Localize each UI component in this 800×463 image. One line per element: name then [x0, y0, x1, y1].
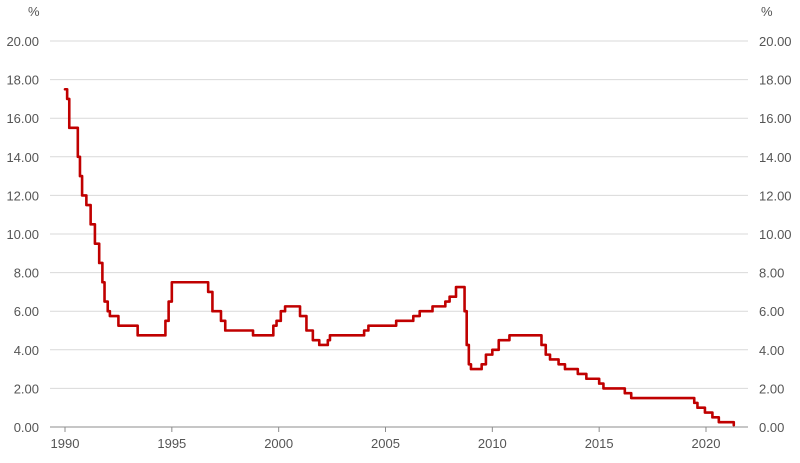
y-tick-label-right: 2.00: [759, 381, 784, 396]
x-tick-label: 2005: [371, 436, 400, 451]
y-tick-label-left: 0.00: [14, 420, 39, 435]
y-tick-label-right: 4.00: [759, 343, 784, 358]
y-tick-label-right: 14.00: [759, 150, 792, 165]
y-tick-label-left: 16.00: [6, 111, 39, 126]
y-axis-left-unit: %: [28, 4, 40, 19]
x-tick-label: 2010: [478, 436, 507, 451]
y-tick-label-right: 8.00: [759, 266, 784, 281]
series-line-0: [63, 87, 736, 427]
series-layer: [63, 87, 736, 427]
y-axis-right-unit: %: [761, 4, 773, 19]
y-tick-label-right: 18.00: [759, 73, 792, 88]
x-tick-label: 1990: [51, 436, 80, 451]
y-tick-label-right: 6.00: [759, 304, 784, 319]
x-tick-label: 2015: [585, 436, 614, 451]
y-tick-label-right: 0.00: [759, 420, 784, 435]
y-tick-label-right: 20.00: [759, 34, 792, 49]
y-tick-label-left: 4.00: [14, 343, 39, 358]
y-tick-label-right: 12.00: [759, 188, 792, 203]
y-tick-label-left: 12.00: [6, 188, 39, 203]
x-tick-label: 1995: [157, 436, 186, 451]
x-axis-labels: 1990 1995 2000 2005 2010 2015 2020: [51, 427, 721, 451]
y-tick-label-left: 20.00: [6, 34, 39, 49]
y-tick-label-left: 8.00: [14, 266, 39, 281]
y-axis-left-labels: 0.00 2.00 4.00 6.00 8.00 10.00 12.00 14.00 16.00…: [6, 34, 39, 435]
y-tick-label-right: 10.00: [759, 227, 792, 242]
y-tick-label-left: 18.00: [6, 73, 39, 88]
y-tick-label-left: 14.00: [6, 150, 39, 165]
x-tick-label: 2020: [692, 436, 721, 451]
y-axis-right-labels: 0.00 2.00 4.00 6.00 8.00 10.00 12.00 14.00 16.00…: [759, 34, 792, 435]
y-tick-label-left: 2.00: [14, 381, 39, 396]
y-tick-label-right: 16.00: [759, 111, 792, 126]
y-tick-label-left: 10.00: [6, 227, 39, 242]
y-tick-label-left: 6.00: [14, 304, 39, 319]
x-tick-label: 2000: [264, 436, 293, 451]
grid: [50, 40, 748, 389]
